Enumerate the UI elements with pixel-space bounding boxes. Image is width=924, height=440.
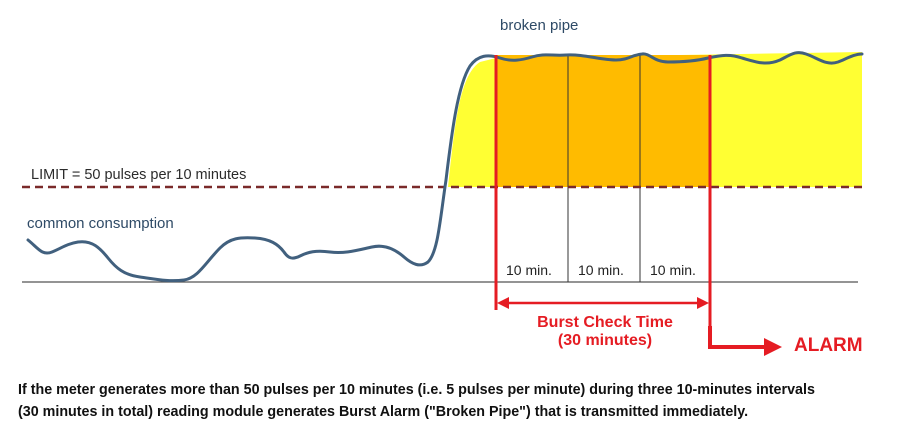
broken-pipe-label: broken pipe bbox=[500, 17, 579, 34]
alarm-arrowhead bbox=[764, 338, 782, 356]
interval-label-1: 10 min. bbox=[506, 262, 552, 278]
caption-line-2: (30 minutes in total) reading module gen… bbox=[18, 404, 749, 420]
interval-label-3: 10 min. bbox=[650, 262, 696, 278]
interval-label-2: 10 min. bbox=[578, 262, 624, 278]
burst-check-arrowhead-left bbox=[497, 297, 509, 309]
burst-check-duration: (30 minutes) bbox=[557, 332, 653, 349]
burst-check-title: Burst Check Time bbox=[537, 314, 673, 331]
burst-check-arrowhead-right bbox=[697, 297, 709, 309]
burst-check-time-label: Burst Check Time (30 minutes) bbox=[520, 314, 690, 350]
common-consumption-label: common consumption bbox=[27, 215, 174, 232]
alarm-label: ALARM bbox=[794, 335, 863, 356]
consumption-curve bbox=[26, 51, 864, 283]
caption-line-1: If the meter generates more than 50 puls… bbox=[18, 382, 815, 398]
limit-label: LIMIT = 50 pulses per 10 minutes bbox=[31, 167, 247, 183]
alarm-arrow bbox=[708, 326, 766, 349]
burst-check-area bbox=[496, 55, 710, 187]
explanation-caption: If the meter generates more than 50 puls… bbox=[18, 379, 918, 423]
